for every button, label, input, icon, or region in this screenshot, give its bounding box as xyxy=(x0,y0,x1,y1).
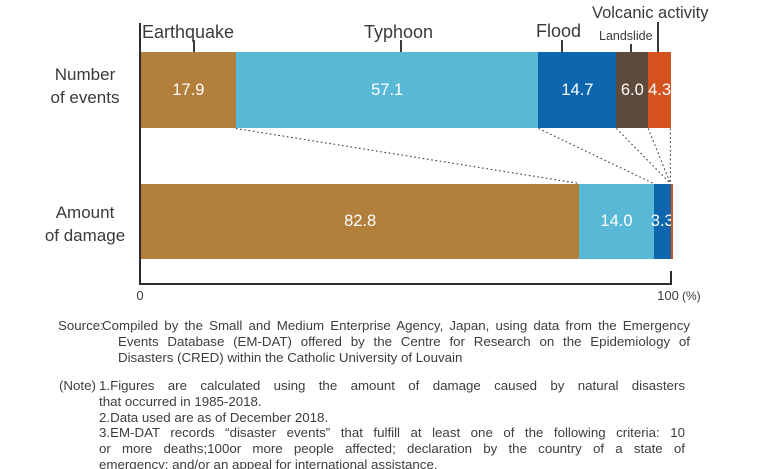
row-label-amount-of-damage: Amount of damage xyxy=(25,201,145,247)
category-label-flood: Flood xyxy=(536,21,582,41)
segment-value-label: 57.1 xyxy=(371,80,404,99)
source-line: Disasters (CRED) within the Catholic Uni… xyxy=(118,349,463,365)
footnote-line: or more deaths;100or more people affecte… xyxy=(99,441,685,457)
footnote-line: that occurred in 1985-2018. xyxy=(99,393,262,409)
bar-segment-flood: 14.7 xyxy=(538,52,617,128)
footnote-prefix: (Note) xyxy=(59,378,96,393)
segment-value-label: 3.3 xyxy=(650,212,674,230)
category-label-typhoon: Typhoon xyxy=(364,22,434,42)
connector-line xyxy=(235,128,580,184)
bar-segment-landslide: 6.0 xyxy=(616,52,649,128)
bar-segment-typhoon: 14.0 xyxy=(579,184,654,259)
leader-line-flood xyxy=(561,40,563,52)
x-axis-unit-label: (%) xyxy=(682,289,701,303)
footnote-block: (Note) 1.Figures are calculated using th… xyxy=(0,378,685,469)
segment-value-label: 17.9 xyxy=(172,80,205,99)
damage-bar-volcanic-sliver xyxy=(671,184,673,259)
bar-segment-typhoon: 57.1 xyxy=(235,52,539,128)
leader-line-earthquake xyxy=(193,40,195,52)
segment-value-label: 82.8 xyxy=(344,212,377,230)
leader-line-volcanic-activity xyxy=(657,22,659,52)
footnote-line: 2.Data used are as of December 2018. xyxy=(99,409,329,425)
connector-line xyxy=(538,128,654,184)
category-label-landslide: Landslide xyxy=(599,29,653,43)
source-text: Compiled by the Small and Medium Enterpr… xyxy=(102,318,690,365)
x-axis-tick-100 xyxy=(670,271,672,283)
segment-value-label: 4.3 xyxy=(648,80,672,99)
source-line: Events Database (EM-DAT) offered by the … xyxy=(118,333,690,349)
source-line: Compiled by the Small and Medium Enterpr… xyxy=(102,318,690,333)
amount-of-damage-bar: 82.8 14.0 3.3 xyxy=(141,184,674,259)
bar-segment-earthquake: 82.8 xyxy=(141,184,580,259)
category-label-volcanic-activity: Volcanic activity xyxy=(592,4,709,22)
leader-line-typhoon xyxy=(400,40,402,52)
segment-value-label: 14.0 xyxy=(600,212,633,230)
connector-line xyxy=(647,128,671,184)
segment-value-label: 6.0 xyxy=(620,80,644,99)
x-tick-label-100: 100 xyxy=(657,288,679,303)
row-label-line: Amount xyxy=(55,203,115,222)
segment-value-label: 14.7 xyxy=(561,80,594,99)
x-axis-line xyxy=(139,283,672,285)
row-label-line: of damage xyxy=(44,226,126,245)
source-prefix: Source: xyxy=(58,318,104,333)
row-label-line: Number xyxy=(54,65,116,84)
footnote-line: 3.EM-DAT records “disaster events” that … xyxy=(99,425,685,441)
number-of-events-bar: 17.9 57.1 14.7 6.0 4.3 xyxy=(141,52,671,128)
footnote-text: 1.Figures are calculated using the amoun… xyxy=(99,378,685,469)
bar-segment-earthquake: 17.9 xyxy=(141,52,236,128)
row-label-number-of-events: Number of events xyxy=(25,63,145,109)
connector-line xyxy=(616,128,671,184)
category-label-earthquake: Earthquake xyxy=(142,22,235,42)
bar-segment-flood: 3.3 xyxy=(650,184,674,259)
y-axis-line xyxy=(139,23,141,285)
source-block: Source: Compiled by the Small and Medium… xyxy=(0,318,690,365)
footnote-line: 1.Figures are calculated using the amoun… xyxy=(99,378,685,393)
segment-connector-lines xyxy=(235,128,671,184)
x-tick-label-0: 0 xyxy=(136,288,144,303)
leader-line-landslide xyxy=(630,44,632,52)
footnote-line: emergency; and/or an appeal for internat… xyxy=(99,456,438,469)
bar-segment-volcanic-activity: 4.3 xyxy=(648,52,671,128)
row-label-line: of events xyxy=(50,88,120,107)
